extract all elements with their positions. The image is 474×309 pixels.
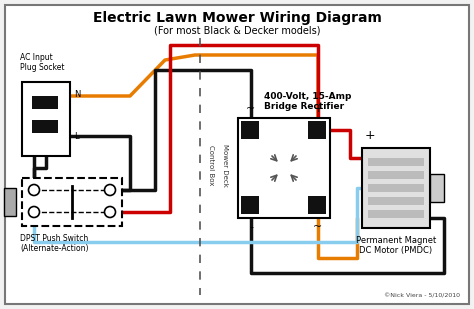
Text: ~: ~	[246, 104, 255, 114]
Text: L: L	[74, 132, 79, 141]
Text: +: +	[365, 129, 375, 142]
Text: Control Box: Control Box	[208, 145, 214, 185]
Bar	[22, 178, 122, 226]
Bar	[430, 174, 444, 202]
Text: Mower Deck: Mower Deck	[222, 144, 228, 186]
Bar	[368, 197, 424, 205]
Bar	[4, 188, 16, 216]
Bar	[368, 184, 424, 192]
Bar	[308, 196, 326, 214]
Text: 400-Volt, 15-Amp
Bridge Rectifier: 400-Volt, 15-Amp Bridge Rectifier	[264, 92, 351, 112]
Bar	[22, 82, 70, 156]
Text: Permanent Magnet
DC Motor (PMDC): Permanent Magnet DC Motor (PMDC)	[356, 236, 436, 256]
Bar	[368, 158, 424, 166]
Text: N: N	[74, 90, 81, 99]
Bar	[241, 121, 259, 139]
Text: -: -	[249, 222, 253, 232]
Text: DPST Push Switch
(Alternate-Action): DPST Push Switch (Alternate-Action)	[20, 234, 89, 253]
Text: ©Nick Viera - 5/10/2010: ©Nick Viera - 5/10/2010	[384, 294, 460, 299]
Bar	[241, 196, 259, 214]
Bar	[362, 148, 430, 228]
Circle shape	[104, 184, 116, 196]
Bar	[368, 171, 424, 179]
Text: ~: ~	[313, 222, 323, 232]
Bar	[32, 120, 58, 133]
Text: (For most Black & Decker models): (For most Black & Decker models)	[154, 25, 320, 35]
Bar	[368, 210, 424, 218]
Text: AC Input
Plug Socket: AC Input Plug Socket	[20, 53, 64, 72]
Text: Electric Lawn Mower Wiring Diagram: Electric Lawn Mower Wiring Diagram	[92, 11, 382, 25]
Bar	[308, 121, 326, 139]
Text: +: +	[313, 104, 323, 114]
Bar	[32, 96, 58, 109]
Circle shape	[28, 206, 39, 218]
Circle shape	[104, 206, 116, 218]
Circle shape	[28, 184, 39, 196]
Bar	[238, 118, 330, 218]
